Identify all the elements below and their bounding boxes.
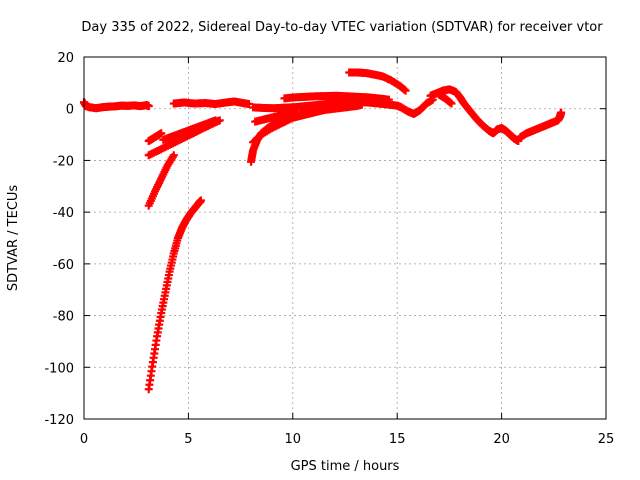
data-point (144, 102, 153, 111)
y-tick-label: 20 (57, 51, 74, 66)
series-1 (169, 97, 253, 109)
data-point (169, 151, 178, 160)
chart-title: Day 335 of 2022, Sidereal Day-to-day VTE… (81, 20, 603, 35)
x-tick-label: 20 (493, 432, 510, 447)
series-2 (144, 129, 166, 146)
series-4 (144, 116, 224, 160)
y-tick-label: -40 (53, 206, 74, 221)
data-point (157, 129, 166, 138)
data-point (447, 99, 456, 108)
series-8 (249, 106, 329, 147)
data-point (215, 116, 224, 125)
y-tick-label: 0 (66, 103, 74, 118)
series-0 (80, 98, 153, 113)
axis-ticks: 0 5 10 15 20 25 20 0 -20 -40 -60 -80 -100 -120 (44, 51, 614, 447)
series-12 (345, 68, 410, 95)
data-point (401, 86, 410, 95)
plot-frame (83, 56, 607, 420)
x-tick-label: 25 (598, 432, 615, 447)
y-tick-label: -80 (53, 310, 74, 325)
data-points (80, 68, 566, 394)
y-tick-label: -120 (44, 413, 74, 428)
x-tick-label: 15 (389, 432, 406, 447)
x-tick-label: 10 (285, 432, 302, 447)
x-tick-label: 5 (184, 432, 192, 447)
data-point (557, 108, 566, 117)
series-14 (434, 90, 456, 108)
series-5 (144, 151, 178, 210)
y-tick-label: -100 (44, 361, 74, 376)
data-point (244, 100, 253, 109)
series-15 (516, 108, 566, 142)
series-13 (426, 85, 523, 146)
series-11 (280, 91, 393, 104)
x-tick-label: 0 (80, 432, 88, 447)
data-point (196, 196, 205, 205)
y-axis-label: SDTVAR / TECUs (6, 185, 21, 292)
y-tick-label: -60 (53, 258, 74, 273)
data-point (384, 95, 393, 104)
series-6 (144, 196, 205, 394)
y-tick-label: -20 (53, 154, 74, 169)
x-axis-label: GPS time / hours (291, 459, 400, 474)
